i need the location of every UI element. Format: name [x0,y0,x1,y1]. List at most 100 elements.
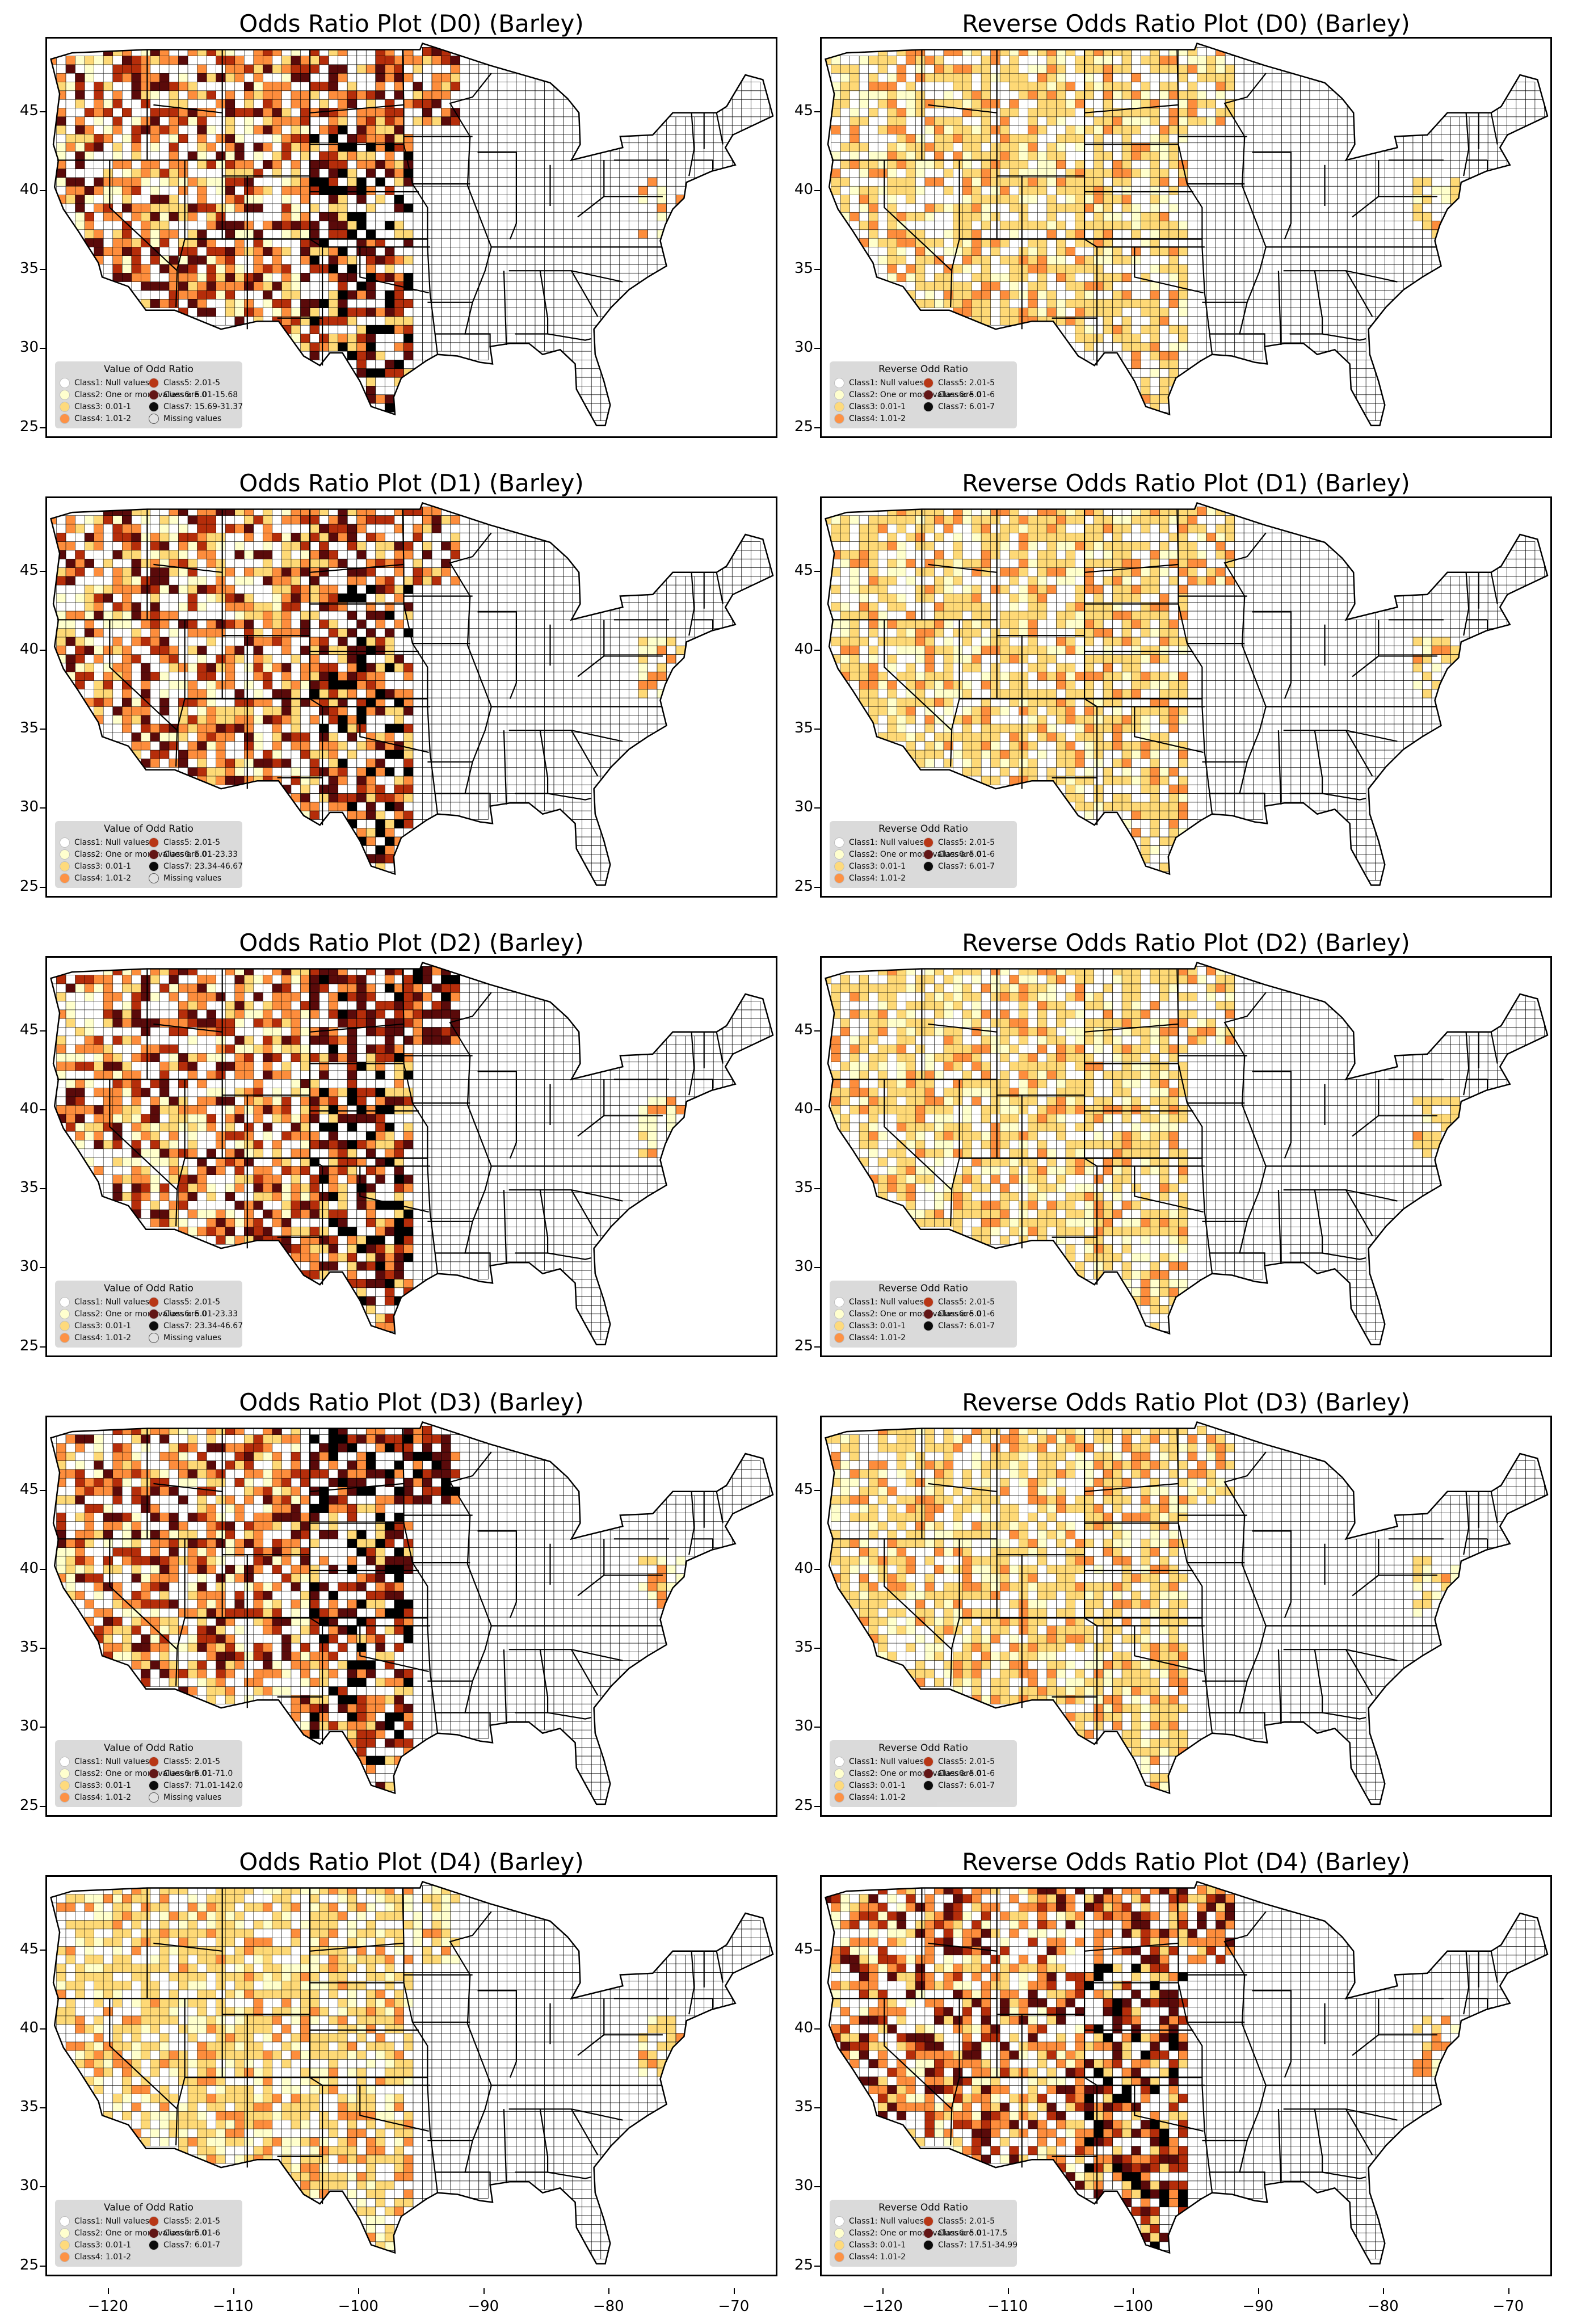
county [65,169,75,178]
county [1121,169,1132,178]
county [1272,203,1282,213]
state-border [1252,151,1292,165]
county [1178,116,1188,126]
county [159,203,170,213]
county [328,212,339,221]
county [150,281,160,291]
county [1412,159,1423,169]
county [694,159,705,169]
county [1309,334,1319,343]
county [1516,108,1526,117]
county [403,316,414,326]
county [300,299,310,308]
county [1300,195,1310,204]
county [178,550,188,559]
county [413,142,423,152]
county [1112,82,1122,91]
county [216,134,226,143]
county [1159,368,1170,378]
county [563,134,573,144]
county [225,524,235,533]
county [943,134,953,143]
county [469,134,480,144]
county [197,663,207,672]
county [159,759,170,768]
county [65,515,75,525]
county [187,524,197,533]
county [75,611,85,620]
county [1075,203,1085,213]
county [1225,177,1235,187]
county [394,159,404,169]
county [1281,73,1292,82]
county [906,238,916,247]
county [197,229,207,239]
county [141,697,151,707]
county [244,689,254,698]
county [1094,212,1104,221]
county [159,567,170,577]
county [516,177,526,187]
county [141,723,151,733]
county [84,541,94,551]
county [1253,186,1263,195]
county [840,116,850,126]
legend-item: Class6: 5.01-6 [923,389,995,401]
county [1328,99,1338,108]
county [478,73,489,82]
county [1243,247,1254,256]
county [990,247,1000,256]
county [544,108,554,117]
county [394,351,404,360]
county [375,290,385,300]
county [234,750,245,759]
county [403,56,414,65]
county [150,177,160,187]
county [544,116,554,126]
county [1206,281,1216,291]
county [431,116,441,126]
county [394,264,404,273]
county [441,82,451,91]
state-border [1463,112,1470,176]
county [751,99,761,108]
county [553,159,563,169]
county [84,108,94,117]
county [263,56,273,65]
county [507,116,517,126]
county [1356,325,1366,334]
county [234,90,245,100]
county [1065,99,1075,108]
county [150,299,160,308]
county [272,602,282,612]
county [1131,290,1141,300]
county [990,281,1000,291]
county [1046,82,1057,91]
county [906,247,916,256]
county [1422,177,1432,187]
county [1112,247,1122,256]
county [187,82,197,91]
legend-label: Class3: 0.01-1 [74,402,131,411]
county [159,56,170,65]
county [394,334,404,343]
county [469,255,480,265]
county [150,663,160,672]
county [253,108,263,117]
county [394,108,404,117]
county [1206,247,1216,256]
county [394,272,404,282]
county [56,116,66,126]
county [1121,177,1132,187]
county [197,515,207,525]
county [244,56,254,65]
county [187,47,197,56]
county [178,646,188,655]
county [216,680,226,690]
county [122,671,132,681]
county [338,325,348,334]
county [1216,195,1226,204]
county [1281,238,1292,247]
county [272,221,282,230]
county [403,255,414,265]
